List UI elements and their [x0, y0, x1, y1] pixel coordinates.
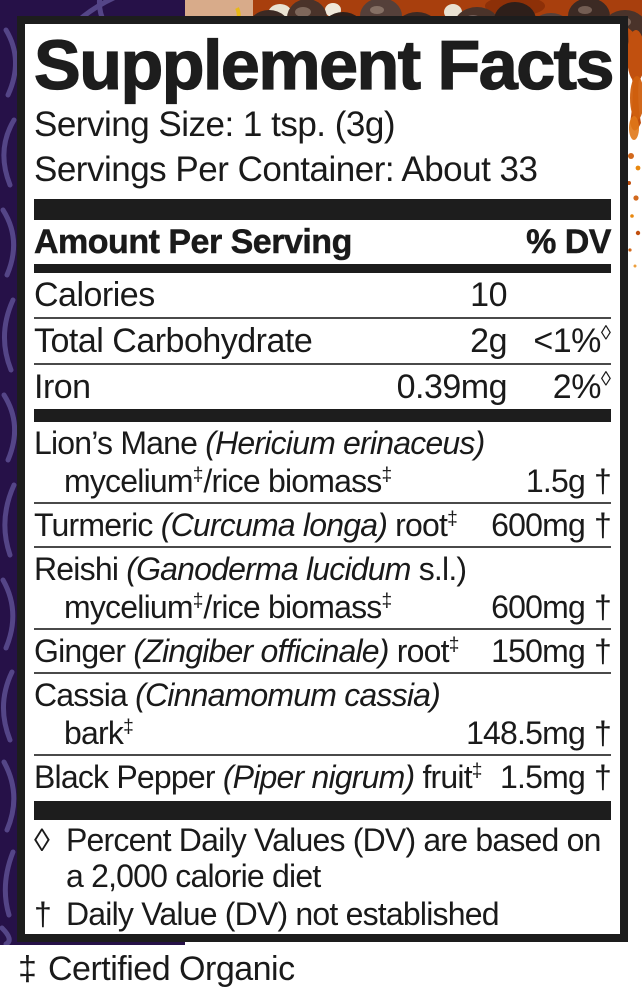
ingredient-row-lions-mane: Lion’s Mane (Hericium erinaceus) myceliu…: [34, 425, 612, 499]
ingredient-amount: 150mg †: [491, 633, 612, 669]
organic-mark: ‡: [381, 464, 393, 486]
divider-bar-thick: [34, 199, 611, 220]
table-header-row: Amount Per Serving % DV: [34, 220, 612, 264]
dagger-mark: †: [594, 759, 612, 795]
supplement-facts-panel: Supplement Facts Serving Size: 1 tsp. (3…: [17, 16, 628, 942]
ingredient-amount: 600mg †: [491, 507, 612, 543]
servings-per-container-line: Servings Per Container: About 33: [34, 150, 538, 189]
organic-mark: ‡: [192, 464, 204, 486]
diamond-mark: ◊: [600, 368, 611, 391]
table-row: Total Carbohydrate 2g <1%◊: [34, 317, 611, 363]
table-row: Iron 0.39mg 2%◊: [34, 363, 611, 409]
nutrient-dv: 2%◊: [552, 368, 611, 406]
nutrient-dv: <1%◊: [533, 322, 611, 360]
percent-dv-header: % DV: [526, 223, 612, 262]
ingredient-row-ginger: Ginger (Zingiber officinale) root‡ 150mg…: [34, 628, 612, 672]
panel-title: Supplement Facts: [33, 26, 615, 104]
organic-mark: ‡: [192, 590, 204, 612]
dagger-mark: †: [594, 589, 612, 625]
ingredient-row-turmeric: Turmeric (Curcuma longa) root‡ 600mg †: [34, 502, 612, 546]
powder-art: [627, 28, 642, 268]
diamond-mark: ◊: [600, 322, 611, 345]
divider-bar-medium: [34, 409, 611, 422]
ingredient-row-reishi: Reishi (Ganoderma lucidum s.l.) mycelium…: [34, 546, 612, 628]
serving-size-line: Serving Size: 1 tsp. (3g): [34, 105, 396, 144]
nutrient-name: Total Carbohydrate: [34, 322, 313, 360]
diamond-mark: ◊: [34, 822, 50, 858]
footnote-dv-not-established: † Daily Value (DV) not established: [34, 896, 500, 932]
ingredient-row-black-pepper: Black Pepper (Piper nigrum) fruit‡ 1.5mg…: [34, 754, 612, 798]
dagger-mark: †: [34, 896, 52, 932]
divider-bar-thin: [34, 264, 611, 273]
dagger-mark: †: [594, 715, 612, 751]
orange-powder-spill: [624, 28, 642, 278]
amount-per-serving-header: Amount Per Serving: [34, 223, 353, 262]
certified-organic-note: ‡ Certified Organic: [18, 948, 295, 990]
organic-mark: ‡: [123, 716, 134, 738]
nutrient-amount: 10: [470, 276, 507, 314]
organic-mark: ‡: [447, 508, 458, 530]
dagger-mark: †: [594, 507, 612, 543]
dagger-mark: †: [594, 633, 612, 669]
ingredient-amount: 148.5mg †: [466, 715, 612, 751]
dagger-mark: †: [594, 463, 612, 499]
organic-mark: ‡: [471, 760, 483, 782]
double-dagger-mark: ‡: [18, 950, 37, 988]
divider-bar-thick-bottom: [34, 801, 611, 820]
ingredient-row-cassia: Cassia (Cinnamomum cassia) bark‡ 148.5mg…: [34, 672, 612, 754]
organic-mark: ‡: [448, 634, 460, 656]
nutrient-amount: 2g: [470, 322, 507, 360]
nutrient-name: Calories: [34, 276, 155, 314]
ingredient-amount: 1.5mg †: [500, 759, 612, 795]
ingredient-amount: 600mg †: [491, 589, 612, 625]
table-row: Calories 10: [34, 273, 611, 317]
organic-mark: ‡: [381, 590, 393, 612]
footnote-dv-basis: ◊ Percent Daily Values (DV) are based on…: [34, 822, 601, 894]
ingredient-amount: 1.5g †: [525, 463, 612, 499]
nutrient-amount: 0.39mg: [396, 368, 508, 406]
certified-organic-text: Certified Organic: [48, 950, 295, 988]
nutrient-name: Iron: [34, 368, 91, 406]
